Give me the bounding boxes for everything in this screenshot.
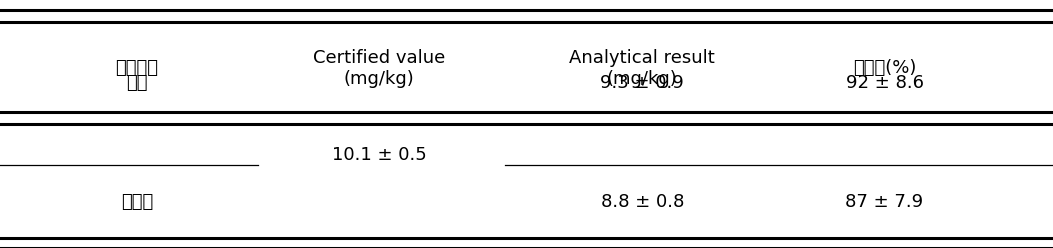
Text: 10.1 ± 0.5: 10.1 ± 0.5 bbox=[332, 146, 426, 164]
Text: 87 ± 7.9: 87 ± 7.9 bbox=[846, 193, 923, 211]
Text: 92 ± 8.6: 92 ± 8.6 bbox=[846, 74, 923, 92]
Text: 8.8 ± 0.8: 8.8 ± 0.8 bbox=[600, 193, 684, 211]
Text: 정제여부: 정제여부 bbox=[116, 59, 158, 77]
Text: Analytical result
(mg/kg): Analytical result (mg/kg) bbox=[570, 49, 715, 88]
Text: 사용: 사용 bbox=[126, 74, 147, 92]
Text: 9.3 ± 0.9: 9.3 ± 0.9 bbox=[600, 74, 684, 92]
Text: Certified value
(mg/kg): Certified value (mg/kg) bbox=[313, 49, 445, 88]
Text: 회수율(%): 회수율(%) bbox=[853, 59, 916, 77]
Text: 미사용: 미사용 bbox=[121, 193, 153, 211]
